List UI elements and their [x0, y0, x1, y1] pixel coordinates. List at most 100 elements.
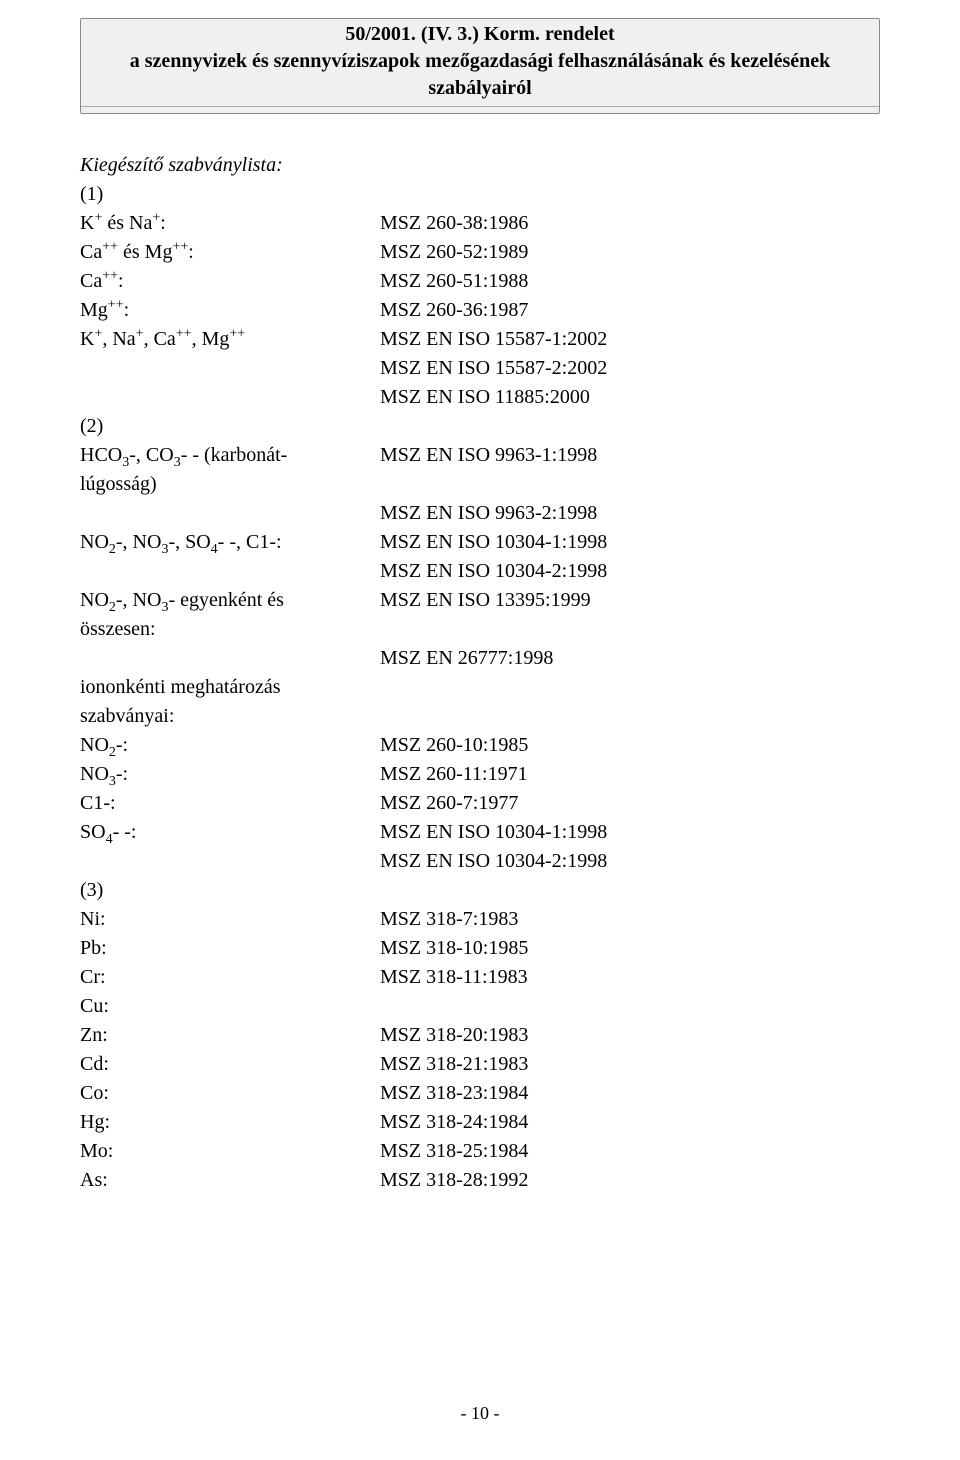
group-label: (3): [80, 877, 880, 904]
standard-code: MSZ 318-24:1984: [380, 1109, 880, 1136]
standard-row: SO4- -:MSZ EN ISO 10304-1:1998: [80, 819, 880, 846]
standard-row: iononkénti meghatározás: [80, 674, 880, 701]
standard-row: Mo:MSZ 318-25:1984: [80, 1138, 880, 1165]
standard-param: Zn:: [80, 1022, 380, 1049]
standard-code: MSZ 318-28:1992: [380, 1167, 880, 1194]
standard-row: As:MSZ 318-28:1992: [80, 1167, 880, 1194]
standard-row: Pb:MSZ 318-10:1985: [80, 935, 880, 962]
standard-param: SO4- -:: [80, 819, 380, 846]
standard-code: MSZ EN ISO 10304-2:1998: [380, 848, 880, 875]
standard-row: Ca++:MSZ 260-51:1988: [80, 268, 880, 295]
standard-row: NO2-:MSZ 260-10:1985: [80, 732, 880, 759]
standard-param: NO2-, NO3-, SO4- -, C1-:: [80, 529, 380, 556]
standard-row: lúgosság): [80, 471, 880, 498]
standard-row: Cu:: [80, 993, 880, 1020]
standard-code: MSZ EN ISO 15587-2:2002: [380, 355, 880, 382]
standard-code: MSZ 260-51:1988: [380, 268, 880, 295]
standard-code: MSZ EN ISO 9963-2:1998: [380, 500, 880, 527]
standard-param: szabványai:: [80, 703, 380, 730]
standard-row: MSZ EN ISO 10304-2:1998: [80, 558, 880, 585]
standard-row: Hg:MSZ 318-24:1984: [80, 1109, 880, 1136]
standard-code: [380, 993, 880, 1020]
standard-row: szabványai:: [80, 703, 880, 730]
standard-param: C1-:: [80, 790, 380, 817]
standard-param: [80, 645, 380, 672]
standard-param: Co:: [80, 1080, 380, 1107]
group-label: (2): [80, 413, 880, 440]
standard-param: K+ és Na+:: [80, 210, 380, 237]
standard-param: [80, 500, 380, 527]
header-line2: a szennyvizek és szennyvíziszapok mezőga…: [130, 50, 831, 99]
standard-param: K+, Na+, Ca++, Mg++: [80, 326, 380, 353]
standard-code: MSZ 260-7:1977: [380, 790, 880, 817]
header-box: 50/2001. (IV. 3.) Korm. rendelet a szenn…: [80, 18, 880, 114]
standard-param: iononkénti meghatározás: [80, 674, 380, 701]
standard-param: [80, 355, 380, 382]
standard-param: [80, 384, 380, 411]
section-title: Kiegészítő szabványlista:: [80, 154, 880, 177]
standard-code: MSZ 318-7:1983: [380, 906, 880, 933]
standard-row: NO3-:MSZ 260-11:1971: [80, 761, 880, 788]
standard-code: MSZ EN 26777:1998: [380, 645, 880, 672]
standard-row: Zn:MSZ 318-20:1983: [80, 1022, 880, 1049]
standard-code: MSZ EN ISO 11885:2000: [380, 384, 880, 411]
standard-param: NO2-, NO3- egyenként és: [80, 587, 380, 614]
standard-param: Ca++:: [80, 268, 380, 295]
standard-code: MSZ 318-20:1983: [380, 1022, 880, 1049]
standard-row: MSZ EN ISO 11885:2000: [80, 384, 880, 411]
standard-code: [380, 471, 880, 498]
standard-code: MSZ EN ISO 13395:1999: [380, 587, 880, 614]
standard-code: [380, 616, 880, 643]
header-bottom-strip: [81, 107, 879, 113]
standard-row: MSZ EN 26777:1998: [80, 645, 880, 672]
standard-param: Ni:: [80, 906, 380, 933]
standard-row: HCO3-, CO3- - (karbonát-MSZ EN ISO 9963-…: [80, 442, 880, 469]
standard-row: összesen:: [80, 616, 880, 643]
standard-code: MSZ EN ISO 10304-2:1998: [380, 558, 880, 585]
standard-row: NO2-, NO3-, SO4- -, C1-:MSZ EN ISO 10304…: [80, 529, 880, 556]
standard-code: MSZ 260-11:1971: [380, 761, 880, 788]
standard-code: MSZ 318-10:1985: [380, 935, 880, 962]
group-label: (1): [80, 181, 880, 208]
standard-param: lúgosság): [80, 471, 380, 498]
standard-param: Mg++:: [80, 297, 380, 324]
standard-row: NO2-, NO3- egyenként ésMSZ EN ISO 13395:…: [80, 587, 880, 614]
standard-row: K+ és Na+:MSZ 260-38:1986: [80, 210, 880, 237]
standard-code: MSZ 260-38:1986: [380, 210, 880, 237]
standard-code: MSZ 260-52:1989: [380, 239, 880, 266]
standard-code: [380, 703, 880, 730]
standard-code: MSZ EN ISO 10304-1:1998: [380, 819, 880, 846]
standard-param: Pb:: [80, 935, 380, 962]
standard-param: Cu:: [80, 993, 380, 1020]
standard-code: MSZ 260-36:1987: [380, 297, 880, 324]
standard-param: As:: [80, 1167, 380, 1194]
standard-row: Cd:MSZ 318-21:1983: [80, 1051, 880, 1078]
standard-row: Ni:MSZ 318-7:1983: [80, 906, 880, 933]
page-number: - 10 -: [0, 1403, 960, 1424]
standard-row: MSZ EN ISO 15587-2:2002: [80, 355, 880, 382]
standard-param: NO3-:: [80, 761, 380, 788]
standard-code: MSZ 318-23:1984: [380, 1080, 880, 1107]
standard-code: MSZ 318-21:1983: [380, 1051, 880, 1078]
standard-param: NO2-:: [80, 732, 380, 759]
header-line1: 50/2001. (IV. 3.) Korm. rendelet: [345, 23, 614, 45]
standard-code: [380, 674, 880, 701]
standard-param: Mo:: [80, 1138, 380, 1165]
standard-row: Co:MSZ 318-23:1984: [80, 1080, 880, 1107]
standard-code: MSZ 318-11:1983: [380, 964, 880, 991]
standard-code: MSZ 318-25:1984: [380, 1138, 880, 1165]
standard-row: MSZ EN ISO 9963-2:1998: [80, 500, 880, 527]
standard-param: Hg:: [80, 1109, 380, 1136]
header-text: 50/2001. (IV. 3.) Korm. rendelet a szenn…: [81, 19, 879, 107]
standard-row: MSZ EN ISO 10304-2:1998: [80, 848, 880, 875]
standard-param: Cr:: [80, 964, 380, 991]
standard-row: Ca++ és Mg++:MSZ 260-52:1989: [80, 239, 880, 266]
standard-row: K+, Na+, Ca++, Mg++MSZ EN ISO 15587-1:20…: [80, 326, 880, 353]
standard-code: MSZ 260-10:1985: [380, 732, 880, 759]
standard-code: MSZ EN ISO 10304-1:1998: [380, 529, 880, 556]
page: 50/2001. (IV. 3.) Korm. rendelet a szenn…: [0, 0, 960, 1460]
standard-param: [80, 558, 380, 585]
standard-param: összesen:: [80, 616, 380, 643]
standard-param: HCO3-, CO3- - (karbonát-: [80, 442, 380, 469]
standard-row: Mg++:MSZ 260-36:1987: [80, 297, 880, 324]
